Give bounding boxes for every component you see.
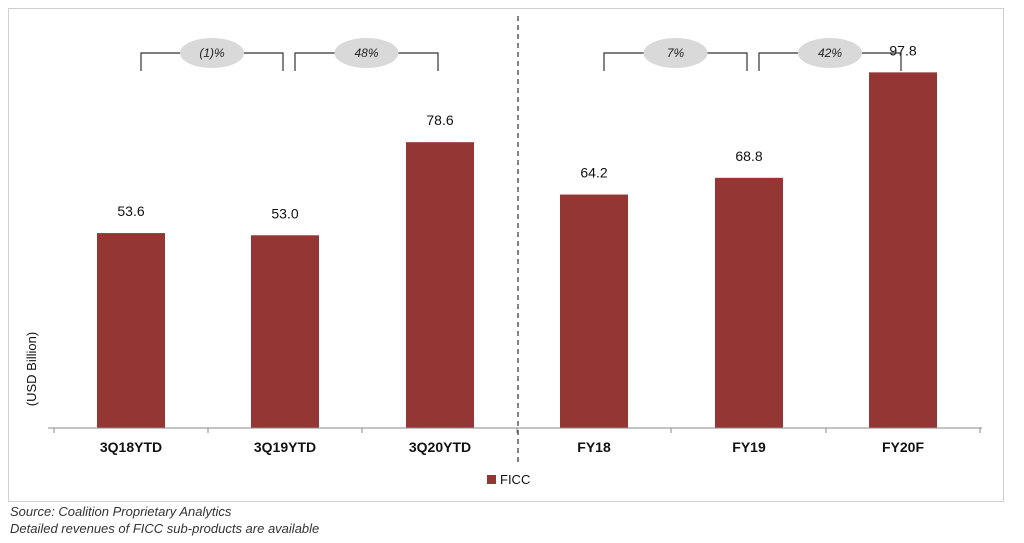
growth-bubble bbox=[643, 38, 708, 68]
detail-note: Detailed revenues of FICC sub-products a… bbox=[10, 521, 320, 536]
data-label-3Q18YTD: 53.6 bbox=[117, 203, 144, 219]
growth-label: 48% bbox=[354, 46, 378, 60]
growth-label: (1)% bbox=[199, 46, 225, 60]
bar-3Q19YTD bbox=[251, 235, 319, 428]
growth-bubble bbox=[334, 38, 399, 68]
category-label-FY20F: FY20F bbox=[882, 439, 924, 455]
y-axis-label: (USD Billion) bbox=[24, 332, 39, 406]
source-note: Source: Coalition Proprietary Analytics bbox=[10, 504, 232, 519]
growth-label: 7% bbox=[667, 46, 685, 60]
bar-3Q18YTD bbox=[97, 233, 165, 428]
bar-FY19 bbox=[715, 177, 783, 428]
category-label-3Q18YTD: 3Q18YTD bbox=[100, 439, 162, 455]
chart-frame bbox=[8, 8, 1004, 502]
legend-label: FICC bbox=[500, 472, 530, 487]
bar-FY18 bbox=[560, 194, 628, 428]
category-label-3Q20YTD: 3Q20YTD bbox=[409, 439, 471, 455]
data-label-FY19: 68.8 bbox=[735, 148, 762, 164]
growth-bubble bbox=[798, 38, 862, 68]
data-label-FY18: 64.2 bbox=[580, 165, 607, 181]
data-label-3Q20YTD: 78.6 bbox=[426, 112, 453, 128]
legend-swatch bbox=[487, 475, 496, 484]
growth-label: 42% bbox=[818, 46, 842, 60]
data-label-FY20F: 97.8 bbox=[889, 42, 916, 58]
category-label-FY19: FY19 bbox=[732, 439, 766, 455]
growth-bubble bbox=[180, 38, 244, 68]
category-label-3Q19YTD: 3Q19YTD bbox=[254, 439, 316, 455]
category-label-FY18: FY18 bbox=[577, 439, 611, 455]
bar-3Q20YTD bbox=[406, 142, 474, 428]
data-label-3Q19YTD: 53.0 bbox=[271, 205, 298, 221]
bar-chart: 53.6 53.0 78.6 64.2 68.8 97.8 3Q18YTD 3Q19YTD 3Q… bbox=[24, 16, 982, 487]
bar-FY20F bbox=[869, 72, 937, 428]
